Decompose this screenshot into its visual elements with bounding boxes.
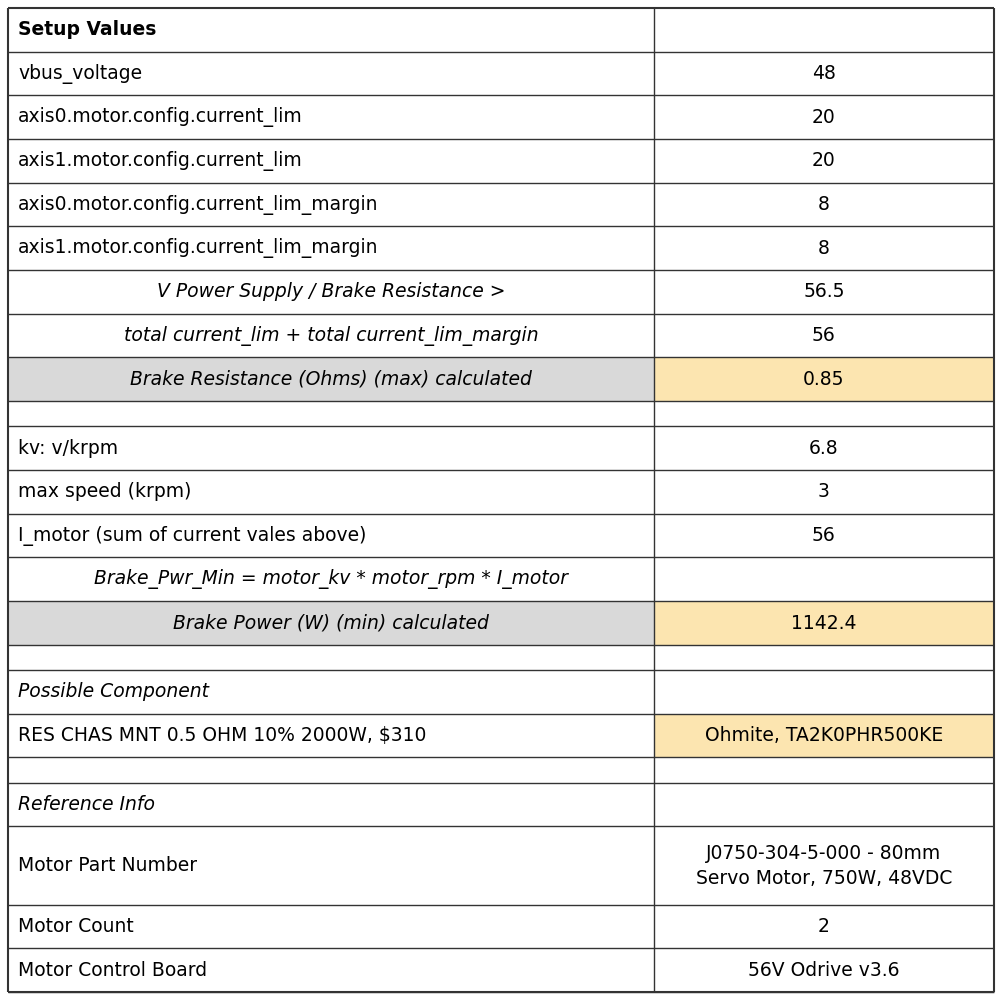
Bar — [8, 52, 654, 95]
Text: axis1.motor.config.current_lim_margin: axis1.motor.config.current_lim_margin — [18, 238, 379, 258]
Bar — [8, 357, 654, 401]
Bar — [8, 470, 654, 514]
Bar — [654, 401, 994, 426]
Bar — [654, 426, 994, 470]
Bar — [8, 270, 654, 314]
Text: Ohmite, TA2K0PHR500KE: Ohmite, TA2K0PHR500KE — [704, 726, 943, 745]
Bar — [654, 226, 994, 270]
Bar — [654, 601, 994, 645]
Bar — [654, 314, 994, 357]
Bar — [654, 645, 994, 670]
Text: Reference Info: Reference Info — [18, 795, 155, 814]
Bar — [8, 8, 654, 52]
Text: vbus_voltage: vbus_voltage — [18, 64, 142, 84]
Text: 56: 56 — [812, 526, 836, 545]
Text: 20: 20 — [812, 108, 836, 127]
Text: I_motor (sum of current vales above): I_motor (sum of current vales above) — [18, 526, 367, 546]
Text: Motor Control Board: Motor Control Board — [18, 961, 207, 980]
Bar — [8, 601, 654, 645]
Bar — [654, 139, 994, 183]
Text: axis0.motor.config.current_lim_margin: axis0.motor.config.current_lim_margin — [18, 195, 379, 215]
Text: Setup Values: Setup Values — [18, 20, 156, 39]
Bar — [654, 948, 994, 992]
Text: 6.8: 6.8 — [809, 439, 839, 458]
Bar — [654, 95, 994, 139]
Text: max speed (krpm): max speed (krpm) — [18, 482, 191, 501]
Text: Motor Count: Motor Count — [18, 917, 133, 936]
Text: Brake Power (W) (min) calculated: Brake Power (W) (min) calculated — [173, 614, 489, 633]
Text: J0750-304-5-000 - 80mm
Servo Motor, 750W, 48VDC: J0750-304-5-000 - 80mm Servo Motor, 750W… — [695, 844, 952, 888]
Text: Motor Part Number: Motor Part Number — [18, 856, 197, 875]
Text: V Power Supply / Brake Resistance >: V Power Supply / Brake Resistance > — [156, 282, 505, 301]
Bar — [654, 270, 994, 314]
Bar — [8, 314, 654, 357]
Text: total current_lim + total current_lim_margin: total current_lim + total current_lim_ma… — [123, 326, 538, 346]
Bar — [654, 905, 994, 948]
Bar — [8, 757, 654, 783]
Bar — [8, 905, 654, 948]
Bar — [654, 714, 994, 757]
Bar — [8, 95, 654, 139]
Text: Brake_Pwr_Min = motor_kv * motor_rpm * I_motor: Brake_Pwr_Min = motor_kv * motor_rpm * I… — [94, 569, 568, 589]
Bar — [8, 557, 654, 601]
Bar — [8, 783, 654, 826]
Text: axis1.motor.config.current_lim: axis1.motor.config.current_lim — [18, 151, 303, 171]
Bar — [654, 52, 994, 95]
Bar — [8, 645, 654, 670]
Text: 3: 3 — [818, 482, 830, 501]
Text: 1142.4: 1142.4 — [792, 614, 857, 633]
Text: kv: v/krpm: kv: v/krpm — [18, 439, 118, 458]
Bar — [654, 670, 994, 714]
Bar — [654, 183, 994, 226]
Bar — [654, 470, 994, 514]
Bar — [8, 183, 654, 226]
Text: RES CHAS MNT 0.5 OHM 10% 2000W, $310: RES CHAS MNT 0.5 OHM 10% 2000W, $310 — [18, 726, 427, 745]
Text: 0.85: 0.85 — [804, 370, 845, 389]
Bar — [8, 948, 654, 992]
Bar — [8, 514, 654, 557]
Bar — [654, 757, 994, 783]
Bar — [654, 514, 994, 557]
Bar — [8, 226, 654, 270]
Bar — [654, 8, 994, 52]
Text: Possible Component: Possible Component — [18, 682, 209, 701]
Bar — [8, 139, 654, 183]
Text: axis0.motor.config.current_lim: axis0.motor.config.current_lim — [18, 107, 303, 127]
Text: 48: 48 — [812, 64, 836, 83]
Text: 56: 56 — [812, 326, 836, 345]
Bar — [8, 426, 654, 470]
Text: 20: 20 — [812, 151, 836, 170]
Text: 56V Odrive v3.6: 56V Odrive v3.6 — [748, 961, 900, 980]
Bar — [654, 826, 994, 905]
Bar — [654, 557, 994, 601]
Text: 56.5: 56.5 — [804, 282, 845, 301]
Bar — [8, 670, 654, 714]
Text: 8: 8 — [818, 195, 830, 214]
Bar — [654, 783, 994, 826]
Bar — [654, 357, 994, 401]
Bar — [8, 714, 654, 757]
Text: 8: 8 — [818, 239, 830, 258]
Bar — [8, 401, 654, 426]
Text: 2: 2 — [818, 917, 830, 936]
Text: Brake Resistance (Ohms) (max) calculated: Brake Resistance (Ohms) (max) calculated — [130, 370, 532, 389]
Bar — [8, 826, 654, 905]
